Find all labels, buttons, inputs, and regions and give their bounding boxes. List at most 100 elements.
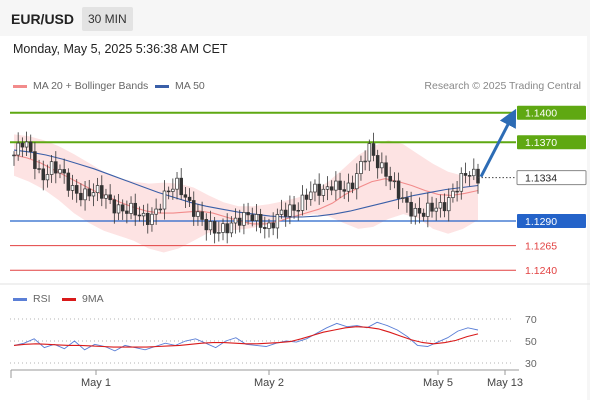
candle-body: [191, 200, 196, 217]
candle-body: [350, 182, 355, 190]
legend-9ma: 9MA: [62, 293, 104, 305]
legend-ma20: MA 20 + Bollinger Bands: [13, 80, 148, 92]
candle-body: [87, 188, 91, 197]
candle-body: [120, 204, 125, 212]
candle-body: [375, 155, 380, 169]
candle-body: [212, 221, 217, 234]
candle-body: [175, 177, 179, 190]
level-tag-1.1290-text: 1.1290: [525, 216, 557, 228]
candle-body: [187, 196, 192, 201]
candle-body: [171, 188, 175, 192]
candle-body: [476, 168, 480, 184]
current-price-tag-bg: [516, 170, 587, 186]
candle-body: [146, 212, 150, 225]
candle-body: [20, 142, 25, 148]
candles: [12, 131, 480, 244]
candle-body: [254, 214, 259, 221]
level-tag-1.1240: 1.1240: [525, 265, 557, 277]
level-tag-1.1370-bg: [517, 135, 586, 150]
candle-body: [263, 227, 267, 229]
level-tag-1.1265: 1.1265: [525, 241, 557, 253]
candle-body: [221, 223, 225, 233]
candle-body: [409, 201, 413, 217]
timeframe-badge[interactable]: 30 MIN: [82, 7, 133, 31]
level-tag-1.1370-text: 1.1370: [525, 137, 557, 149]
current-price-tag-text: 1.1334: [525, 173, 557, 185]
candle-body: [141, 212, 146, 217]
candle-body: [112, 199, 117, 214]
rsi-series-rsi: [13, 321, 479, 352]
right-frame: [587, 0, 590, 400]
candle-body: [434, 207, 438, 212]
candle-body: [459, 173, 464, 192]
candle-body: [359, 161, 363, 174]
candle-body: [54, 161, 58, 174]
candle-body: [179, 177, 183, 196]
rsi-panel: 30 50 70: [0, 283, 590, 370]
candle-body: [267, 222, 271, 229]
candle-body: [183, 194, 188, 198]
candle-body: [233, 217, 238, 224]
candle-body: [334, 180, 338, 191]
candle-body: [384, 162, 388, 177]
candle-body: [154, 208, 158, 215]
candle-body: [363, 160, 367, 163]
candle-body: [41, 168, 46, 181]
candle-body: [108, 194, 112, 201]
legend-ma50-label: MA 50: [175, 80, 205, 92]
candle-body: [125, 210, 129, 214]
candle-body: [83, 188, 87, 201]
legend-rsi-label: RSI: [33, 293, 51, 305]
candle-body: [246, 212, 250, 216]
candle-body: [325, 186, 330, 190]
candle-body: [79, 192, 83, 201]
level-tag-1.1400-bg: [517, 105, 586, 120]
legend-9ma-label: 9MA: [82, 293, 104, 305]
candle-body: [463, 173, 468, 176]
candle-body: [58, 169, 62, 174]
candle-body: [45, 174, 50, 181]
candle-body: [317, 183, 321, 196]
candle-body: [388, 175, 392, 182]
projection: [478, 108, 517, 179]
legend-ma50: MA 50: [155, 80, 205, 92]
candle-body: [275, 214, 280, 229]
projection-arrow: [479, 108, 517, 178]
x-tick-label-May 13: May 13: [487, 377, 523, 389]
rsi-series-9ma: [13, 326, 479, 348]
candle-body: [309, 191, 313, 200]
ma50-line: [13, 149, 479, 218]
candle-body: [70, 185, 75, 191]
candle-body: [250, 214, 255, 221]
candle-body: [455, 190, 459, 193]
candle-body: [401, 197, 405, 199]
candle-body: [237, 217, 242, 226]
candle-body: [271, 222, 275, 229]
legend-ma20-label: MA 20 + Bollinger Bands: [33, 80, 149, 92]
candle-body: [116, 204, 121, 214]
x-tick-label-May 2: May 2: [254, 377, 284, 389]
candle-body: [413, 207, 418, 217]
candle-body: [329, 186, 334, 191]
top-bar: EUR/USD 30 MIN: [0, 0, 590, 36]
level-lines: [10, 111, 516, 271]
candle-body: [137, 214, 142, 217]
level-tag-1.1290-bg: [517, 213, 586, 228]
candle-body: [430, 202, 434, 212]
rsi-tick-30: 30: [525, 358, 537, 370]
candle-body: [355, 173, 359, 190]
candle-body: [421, 212, 426, 217]
candle-body: [342, 189, 346, 192]
legend-9ma-swatch: [62, 297, 76, 301]
candle-body: [95, 185, 100, 193]
level-tag-1.1400-text: 1.1400: [525, 108, 557, 120]
candle-body: [338, 180, 342, 190]
legend-rsi: RSI: [13, 293, 51, 305]
x-axis: May 1 May 2 May 5 May 13: [10, 369, 523, 389]
candle-body: [91, 192, 96, 197]
candle-body: [66, 172, 71, 191]
candle-body: [242, 212, 246, 226]
candle-body: [74, 185, 79, 194]
credit-text: Research © 2025 Trading Central: [424, 80, 581, 92]
